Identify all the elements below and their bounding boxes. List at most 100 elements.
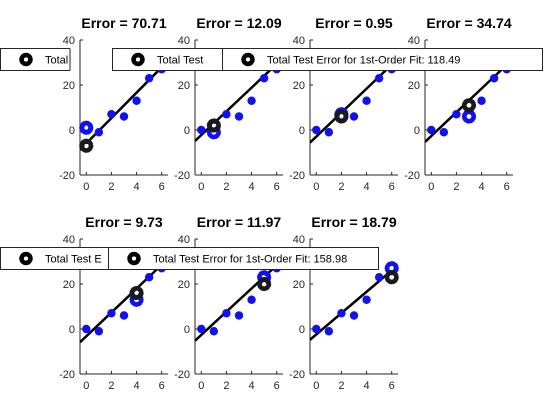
data-point bbox=[144, 74, 154, 83]
y-tick-label: 0 bbox=[69, 125, 75, 137]
y-tick-label: -20 bbox=[174, 369, 190, 381]
y-tick-label: 0 bbox=[414, 125, 420, 137]
heldout-pred-marker bbox=[384, 270, 399, 285]
data-point bbox=[132, 96, 141, 105]
y-tick-label: 0 bbox=[299, 324, 305, 336]
y-tick-label: 20 bbox=[408, 80, 420, 92]
data-point bbox=[247, 96, 256, 105]
y-tick-label: -20 bbox=[174, 170, 190, 182]
heldout-pred-marker bbox=[79, 138, 94, 153]
data-point bbox=[107, 309, 116, 318]
fit-line bbox=[310, 264, 398, 341]
y-tick-label: 40 bbox=[178, 234, 190, 246]
legend-6: Total Test Error for 1st-Order Fit: 158.… bbox=[108, 247, 379, 270]
x-tick-label: 4 bbox=[364, 181, 370, 193]
subplot-1: Error = 70.71 0 2 4 6 -20 0 20 40 bbox=[59, 15, 168, 193]
y-tick-label: 0 bbox=[299, 125, 305, 137]
data-point bbox=[427, 125, 436, 135]
heldout-pred-marker bbox=[206, 118, 221, 133]
y-tick-label: 40 bbox=[408, 35, 420, 47]
subplot-2: Error = 12.09 0 2 4 6 -20 0 20 40 bbox=[174, 15, 283, 193]
x-tick-label: 0 bbox=[83, 181, 89, 193]
x-tick-label: 6 bbox=[504, 181, 510, 193]
legend-box: Total Test bbox=[112, 48, 226, 71]
data-point bbox=[234, 311, 244, 320]
x-tick-label: 0 bbox=[83, 380, 89, 392]
y-tick-label: 40 bbox=[293, 234, 305, 246]
subplot-7: Error = 18.79 0 2 4 6 -20 0 20 40 bbox=[289, 214, 399, 392]
data-point bbox=[312, 125, 321, 135]
subplot-title: Error = 12.09 bbox=[196, 15, 281, 31]
data-point bbox=[259, 74, 269, 83]
heldout-true-marker bbox=[461, 109, 477, 124]
x-tick-label: 4 bbox=[134, 380, 140, 392]
x-tick-label: 2 bbox=[223, 380, 229, 392]
subplot-3: Error = 0.95 0 2 4 6 -20 0 20 40 bbox=[289, 15, 398, 193]
data-point bbox=[222, 110, 231, 119]
legend-frame bbox=[0, 48, 70, 71]
data-point bbox=[144, 273, 154, 282]
data-point bbox=[362, 295, 371, 304]
subplot-title: Error = 18.79 bbox=[311, 214, 396, 230]
data-point bbox=[94, 128, 104, 137]
y-tick-label: -20 bbox=[59, 170, 75, 182]
x-tick-label: 0 bbox=[313, 181, 319, 193]
fit-line bbox=[80, 257, 168, 344]
data-point bbox=[119, 112, 129, 121]
data-point bbox=[247, 295, 256, 304]
data-point bbox=[197, 324, 206, 334]
data-point bbox=[107, 110, 116, 119]
y-tick-label: 20 bbox=[63, 80, 75, 92]
data-point bbox=[362, 96, 371, 105]
y-tick-label: -20 bbox=[404, 170, 420, 182]
subplot-title: Error = 70.71 bbox=[81, 15, 166, 31]
data-point bbox=[439, 128, 449, 137]
data-point bbox=[337, 309, 346, 318]
data-point bbox=[119, 311, 129, 320]
plot-area bbox=[195, 258, 283, 342]
x-tick-label: 4 bbox=[479, 181, 485, 193]
subplot-title: Error = 34.74 bbox=[426, 15, 511, 31]
fit-line bbox=[80, 60, 168, 151]
x-tick-label: 2 bbox=[453, 181, 459, 193]
y-tick-label: 20 bbox=[178, 80, 190, 92]
legend-label: Total Test Error for 1st-Order Fit: 158.… bbox=[153, 254, 347, 266]
heldout-pred-marker bbox=[257, 276, 272, 292]
legend-label: Total Test E bbox=[45, 55, 102, 67]
data-point bbox=[209, 327, 219, 336]
heldout-pred-marker bbox=[129, 285, 144, 301]
x-tick-label: 6 bbox=[389, 181, 395, 193]
subplot-title: Error = 0.95 bbox=[315, 15, 393, 31]
gear-icon bbox=[241, 52, 255, 67]
y-tick-label: -20 bbox=[59, 369, 75, 381]
gear-icon bbox=[19, 251, 33, 266]
x-tick-label: 0 bbox=[313, 380, 319, 392]
legend-layer: Total Test E Total Test Total Test Error f… bbox=[0, 48, 543, 270]
subplot-title: Error = 9.73 bbox=[85, 214, 163, 230]
data-point bbox=[222, 309, 231, 318]
x-tick-label: 2 bbox=[223, 181, 229, 193]
x-tick-label: 6 bbox=[389, 380, 395, 392]
plot-area bbox=[310, 57, 398, 144]
legend-frame bbox=[108, 247, 379, 270]
data-point bbox=[234, 112, 244, 121]
data-point bbox=[94, 327, 104, 336]
y-tick-label: 40 bbox=[63, 35, 75, 47]
legend-label: Total Test Error for 1st-Order Fit: 118.… bbox=[267, 55, 460, 67]
gear-icon bbox=[19, 52, 33, 67]
legend-label: Total Test E bbox=[45, 254, 102, 266]
plot-area bbox=[80, 257, 168, 344]
data-point bbox=[82, 324, 91, 334]
plot-area bbox=[80, 60, 168, 151]
data-point bbox=[477, 96, 486, 105]
data-point bbox=[374, 74, 384, 83]
x-tick-label: 2 bbox=[108, 380, 114, 392]
data-point bbox=[324, 327, 334, 336]
subplot-4: Error = 34.74 0 2 4 6 -20 0 20 40 bbox=[404, 15, 513, 193]
legend-box: Total Test E bbox=[0, 247, 112, 270]
x-tick-label: 6 bbox=[274, 181, 280, 193]
x-tick-label: 4 bbox=[364, 380, 370, 392]
data-point bbox=[374, 273, 384, 282]
legend-label: Total Test bbox=[157, 55, 203, 67]
